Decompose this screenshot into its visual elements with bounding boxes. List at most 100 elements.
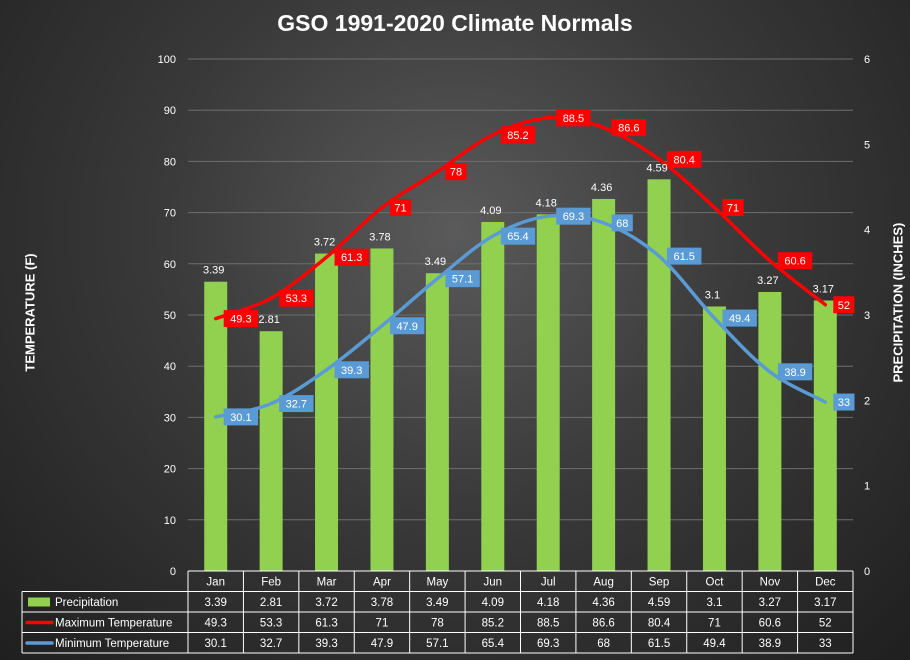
precipitation-data-label: 2.81 [258, 314, 279, 326]
table-cell-precipitation: 3.17 [814, 597, 836, 609]
table-cell-precipitation: 3.27 [759, 597, 781, 609]
maximum-temperature-data-label: 85.2 [507, 130, 528, 142]
maximum-temperature-data-label: 86.6 [618, 123, 639, 135]
maximum-temperature-label-box [279, 289, 314, 307]
maximum-temperature-label-box [445, 163, 467, 181]
precipitation-data-label: 3.39 [203, 265, 224, 277]
x-tick-label: Jan [206, 577, 225, 589]
minimum-temperature-label-box [389, 317, 425, 335]
y-left-tick-label: 70 [164, 208, 176, 220]
maximum-temperature-data-label: 88.5 [563, 113, 584, 125]
table-cell-precipitation: 3.49 [426, 597, 448, 609]
table-cell-minimum-temperature: 47.9 [371, 638, 393, 650]
y-left-tick-label: 80 [164, 156, 176, 168]
maximum-temperature-data-label: 61.3 [341, 252, 362, 264]
table-cell-precipitation: 3.72 [315, 597, 337, 609]
precipitation-data-label: 4.09 [480, 205, 501, 217]
minimum-temperature-label-box [722, 309, 757, 327]
y-left-tick-label: 20 [164, 464, 176, 476]
table-cell-minimum-temperature: 39.3 [315, 638, 337, 650]
maximum-temperature-label-box [223, 310, 259, 328]
minimum-temperature-data-label: 57.1 [452, 274, 473, 286]
minimum-temperature-data-label: 32.7 [286, 399, 307, 411]
y-right-tick-label: 4 [864, 225, 870, 237]
maximum-temperature-label-box [389, 198, 412, 216]
precipitation-bar [536, 214, 560, 571]
maximum-temperature-data-label: 71 [727, 202, 739, 214]
table-cell-maximum-temperature: 86.6 [592, 618, 614, 630]
minimum-temperature-label-box [667, 247, 702, 265]
x-tick-label: Mar [317, 577, 337, 589]
minimum-temperature-data-label: 39.3 [341, 365, 362, 377]
table-cell-minimum-temperature: 57.1 [426, 638, 448, 650]
minimum-temperature-line [213, 213, 828, 419]
precipitation-bar [592, 198, 616, 572]
table-cell-minimum-temperature: 33 [819, 638, 832, 650]
precipitation-bar [702, 306, 726, 571]
y-left-tick-label: 0 [170, 566, 176, 578]
table-cell-maximum-temperature: 71 [376, 618, 389, 630]
precipitation-bar [425, 273, 449, 571]
minimum-temperature-data-label: 30.1 [230, 412, 251, 424]
table-cell-precipitation: 3.78 [371, 597, 393, 609]
precipitation-bar [813, 300, 837, 571]
x-tick-label: Nov [760, 577, 781, 589]
precipitation-data-label: 4.59 [646, 162, 667, 174]
precipitation-data-label: 3.17 [813, 283, 834, 295]
maximum-temperature-label-box [500, 126, 536, 144]
minimum-temperature-label-box [445, 270, 480, 288]
table-cell-precipitation: 2.81 [260, 597, 282, 609]
x-tick-label: Aug [593, 577, 613, 589]
maximum-temperature-data-label: 52 [838, 300, 850, 312]
y-left-tick-label: 10 [164, 515, 176, 527]
y-left-tick-label: 100 [158, 54, 176, 66]
y-right-tick-label: 1 [864, 481, 870, 493]
maximum-temperature-line [213, 115, 828, 321]
precipitation-data-label: 3.49 [425, 256, 446, 268]
maximum-temperature-data-label: 60.6 [784, 256, 805, 268]
table-cell-maximum-temperature: 85.2 [482, 618, 504, 630]
maximum-temperature-data-label: 71 [394, 202, 406, 214]
y-right-tick-label: 0 [864, 566, 870, 578]
table-cell-precipitation: 4.18 [537, 597, 559, 609]
maximum-temperature-label-box [667, 150, 702, 168]
table-cell-minimum-temperature: 61.5 [648, 638, 670, 650]
legend-swatch-precipitation [28, 597, 50, 607]
precipitation-data-label: 3.1 [705, 289, 720, 301]
minimum-temperature-label-box [500, 227, 536, 245]
y-left-tick-label: 60 [164, 259, 176, 271]
maximum-temperature-label-box [334, 248, 369, 266]
minimum-temperature-label-box [334, 361, 369, 379]
precipitation-bar [259, 331, 283, 571]
legend-label-precipitation: Precipitation [55, 597, 118, 609]
precipitation-data-label: 4.18 [535, 197, 556, 209]
x-tick-label: Feb [261, 577, 281, 589]
table-cell-maximum-temperature: 53.3 [260, 618, 282, 630]
maximum-temperature-label-box [611, 119, 647, 137]
precipitation-bar [204, 281, 228, 571]
maximum-temperature-data-label: 78 [450, 167, 462, 179]
x-tick-label: Sep [649, 577, 669, 589]
x-tick-label: Dec [815, 577, 836, 589]
minimum-temperature-label-box [611, 214, 633, 232]
y-right-tick-label: 2 [864, 395, 870, 407]
legend-label-minimum-temperature: Minimum Temperature [55, 638, 169, 650]
table-cell-maximum-temperature: 78 [431, 618, 444, 630]
precipitation-bar [647, 179, 671, 571]
table-cell-maximum-temperature: 52 [819, 618, 832, 630]
x-tick-label: Jul [541, 577, 556, 589]
precipitation-bar [758, 291, 782, 571]
maximum-temperature-label-box [722, 198, 744, 216]
table-cell-minimum-temperature: 38.9 [759, 638, 781, 650]
precipitation-data-label: 3.72 [314, 237, 335, 249]
minimum-temperature-label-box [833, 393, 855, 411]
minimum-temperature-data-label: 65.4 [507, 231, 528, 243]
precipitation-bar [315, 253, 339, 571]
minimum-temperature-data-label: 61.5 [674, 251, 695, 263]
minimum-temperature-data-label: 47.9 [396, 321, 417, 333]
minimum-temperature-label-box [777, 363, 813, 381]
x-tick-label: Jun [484, 577, 503, 589]
table-cell-maximum-temperature: 80.4 [648, 618, 671, 630]
maximum-temperature-label-box [777, 252, 813, 270]
